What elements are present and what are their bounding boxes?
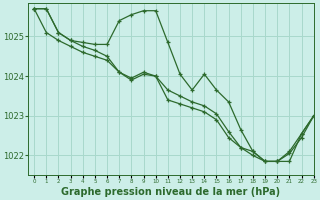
X-axis label: Graphe pression niveau de la mer (hPa): Graphe pression niveau de la mer (hPa) (61, 187, 280, 197)
